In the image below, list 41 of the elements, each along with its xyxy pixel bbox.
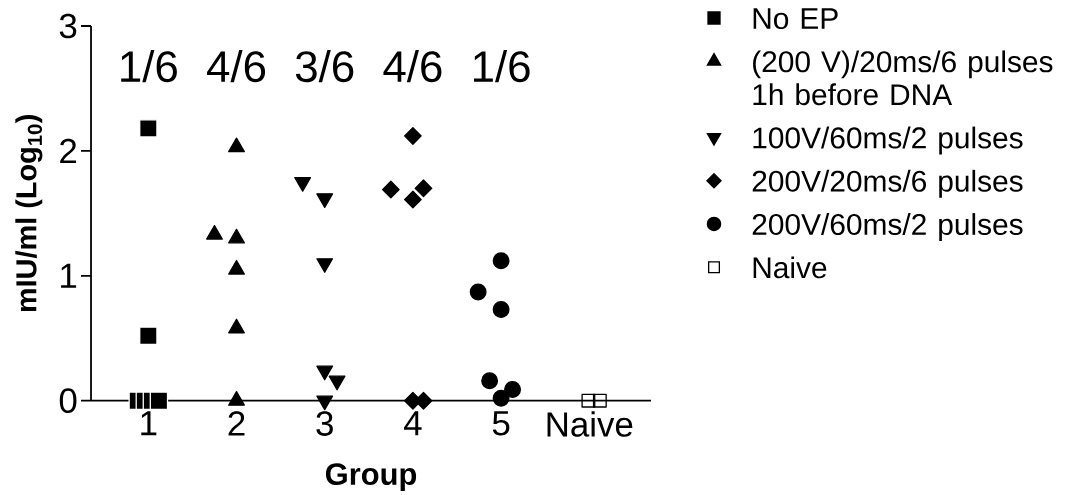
annotation: 1/6 (473, 49, 530, 83)
point (469, 283, 487, 301)
point (492, 252, 510, 270)
point (403, 190, 422, 209)
legend-label: 200V/20ms/6 pulses (752, 169, 1023, 198)
point (381, 180, 400, 199)
legend-label: 200V/60ms/2 pulses (752, 213, 1023, 241)
x-tick-label: 3 (316, 411, 333, 436)
legend-label: No EP (753, 8, 838, 30)
y-tick-label: 0 (59, 388, 77, 414)
point (149, 391, 169, 410)
y-tick-label: 1 (61, 263, 77, 288)
point (316, 193, 334, 208)
x-axis-title: Group (325, 463, 417, 492)
annotation: 1/6 (121, 49, 177, 83)
point (492, 389, 510, 407)
point (294, 176, 312, 192)
y-tick-label: 3 (59, 13, 77, 39)
x-tick-label: 1 (141, 411, 157, 436)
x-tick-label: 2 (228, 411, 245, 436)
y-tick-label: 2 (60, 138, 77, 164)
annotation: 3/6 (295, 49, 354, 83)
x-tick-label: 5 (492, 411, 510, 436)
legend-label: 100V/60ms/2 pulses (753, 126, 1023, 155)
point (592, 393, 607, 408)
legend-label: Naive (753, 256, 827, 279)
point (504, 380, 521, 398)
annotation: 4/6 (207, 49, 266, 83)
annotation: 4/6 (383, 49, 442, 83)
x-tick-label: 4 (404, 411, 422, 436)
point (139, 326, 158, 345)
point (403, 126, 422, 145)
point (481, 372, 499, 390)
legend-label: (200 V)/20ms/6 pulses 1h before DNA (753, 50, 1053, 106)
point (139, 119, 158, 138)
point (316, 258, 334, 273)
point (414, 179, 433, 198)
x-tick-label: Naive (547, 411, 633, 437)
y-axis-title: mIU/ml (Log$_{10}$) (15, 115, 43, 312)
point (581, 393, 596, 408)
point (492, 301, 510, 318)
